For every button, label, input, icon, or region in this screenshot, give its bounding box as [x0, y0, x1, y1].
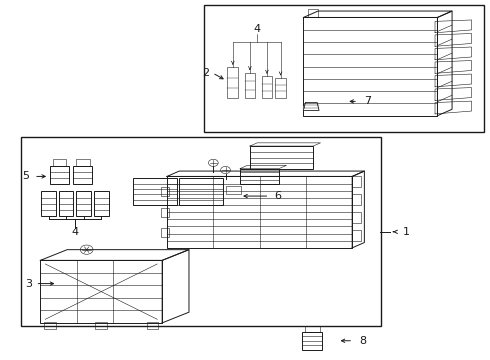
Text: 2: 2 — [202, 68, 210, 78]
Text: 1: 1 — [403, 227, 410, 237]
Bar — [226, 186, 241, 194]
Text: 4: 4 — [72, 227, 78, 237]
Bar — [302, 332, 322, 350]
Bar — [203, 5, 484, 132]
Text: 3: 3 — [25, 279, 32, 289]
Text: 7: 7 — [364, 96, 371, 107]
Bar — [133, 178, 177, 205]
Bar — [44, 322, 56, 329]
Bar — [352, 194, 361, 205]
Bar — [352, 230, 361, 241]
Bar — [250, 146, 313, 169]
Bar — [275, 78, 286, 98]
Bar — [41, 192, 56, 216]
Bar — [94, 192, 109, 216]
Bar — [240, 168, 279, 184]
Bar — [303, 18, 438, 116]
Bar — [147, 322, 158, 329]
Bar — [262, 76, 272, 98]
Bar — [76, 159, 90, 166]
Bar — [59, 192, 74, 216]
Bar — [245, 73, 255, 98]
Bar — [76, 192, 91, 216]
Bar — [96, 322, 107, 329]
Bar — [40, 260, 162, 323]
Bar — [74, 166, 92, 184]
Bar — [161, 228, 169, 237]
Bar — [352, 212, 361, 223]
Bar — [21, 137, 381, 327]
Text: 6: 6 — [274, 191, 281, 201]
Bar — [227, 67, 238, 98]
Bar — [167, 176, 352, 248]
Bar — [50, 166, 69, 184]
Polygon shape — [303, 103, 319, 111]
Text: 4: 4 — [253, 24, 260, 34]
Bar — [179, 178, 223, 205]
Text: 5: 5 — [22, 171, 29, 181]
Bar — [305, 327, 319, 332]
Bar — [352, 176, 361, 187]
Bar — [52, 159, 66, 166]
Bar — [161, 208, 169, 217]
Text: 8: 8 — [359, 336, 367, 346]
Bar — [308, 9, 318, 18]
Bar — [161, 188, 169, 196]
